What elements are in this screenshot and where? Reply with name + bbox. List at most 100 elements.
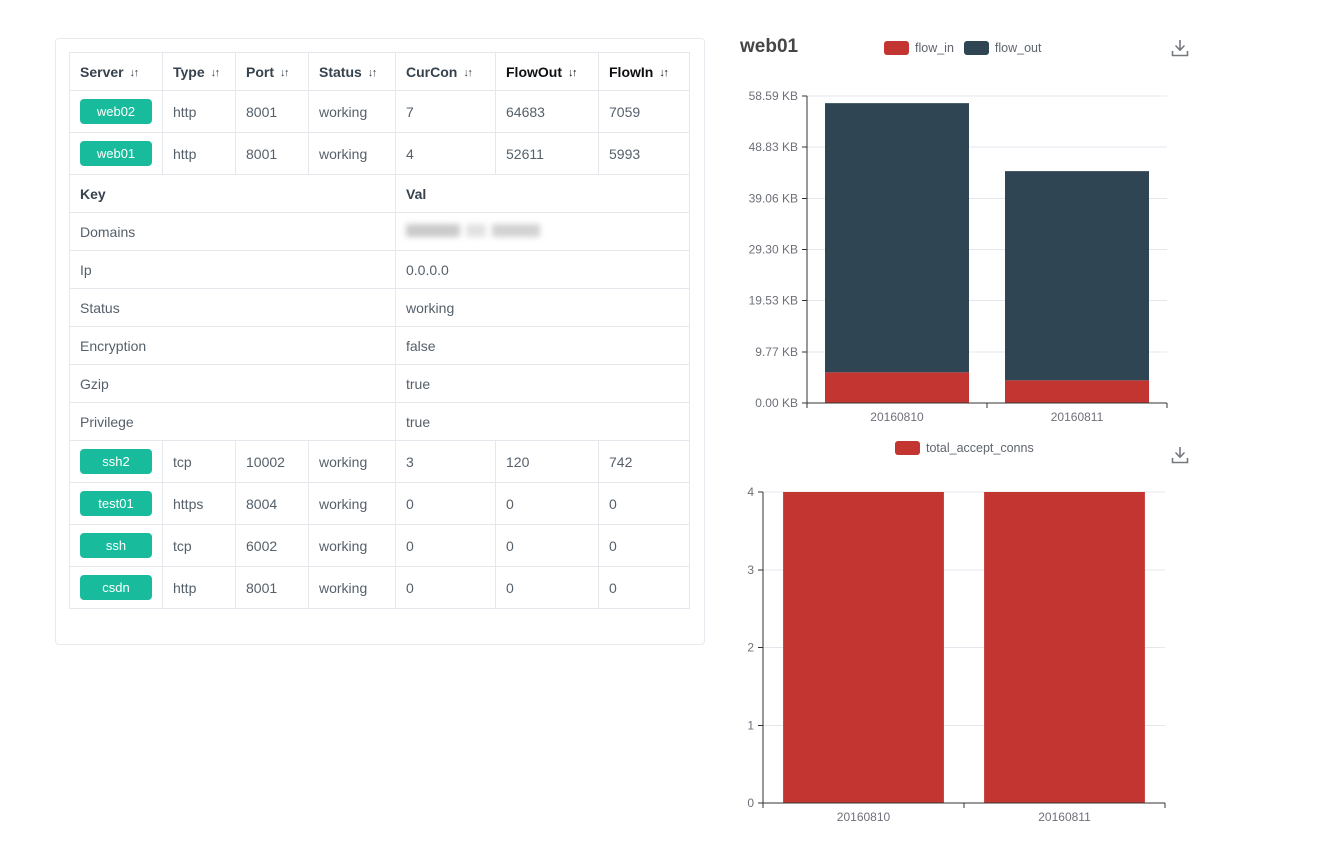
redacted-domain-value — [406, 223, 540, 237]
column-header-curcon[interactable]: CurCon ↓↑ — [395, 52, 496, 91]
kv-val: 0.0.0.0 — [395, 250, 690, 289]
svg-text:20160810: 20160810 — [870, 410, 924, 424]
cell-type: tcp — [162, 524, 236, 567]
chart-title: web01 — [740, 36, 799, 57]
svg-text:19.53 KB: 19.53 KB — [749, 294, 798, 308]
svg-text:48.83 KB: 48.83 KB — [749, 140, 798, 154]
cell-port: 6002 — [235, 524, 309, 567]
svg-text:2: 2 — [747, 641, 754, 655]
kv-val: true — [395, 402, 690, 441]
cell-flowin: 0 — [598, 482, 690, 525]
legend-label: total_accept_conns — [926, 441, 1034, 455]
svg-text:20160811: 20160811 — [1038, 810, 1091, 824]
cell-port: 8001 — [235, 132, 309, 175]
legend-item-flow_out[interactable]: flow_out — [963, 41, 1042, 55]
legend-swatch — [895, 441, 920, 455]
sort-icon: ↓↑ — [367, 66, 378, 79]
flow-chart-panel: web01 flow_in flow_out 0.00 KB 9.77 KB 19.5… — [735, 30, 1190, 430]
cell-flowout: 0 — [495, 482, 599, 525]
column-label: Type — [173, 63, 205, 80]
cell-flowout: 0 — [495, 566, 599, 609]
download-button[interactable] — [1168, 443, 1192, 467]
column-label: CurCon — [406, 63, 458, 80]
server-detail-card: Server ↓↑ Type ↓↑ Port ↓↑ Status ↓↑ CurCon ↓↑… — [55, 38, 705, 645]
cell-flowin: 0 — [598, 524, 690, 567]
chart-legend: flow_in flow_out — [884, 41, 1041, 55]
cell-flowin: 742 — [598, 440, 690, 483]
svg-text:29.30 KB: 29.30 KB — [749, 243, 798, 257]
cell-status: working — [308, 566, 396, 609]
cell-type: http — [162, 90, 236, 133]
kv-row: Domains — [69, 212, 690, 251]
sort-icon: ↓↑ — [659, 66, 669, 79]
server-badge[interactable]: ssh2 — [80, 449, 152, 474]
kv-row: Gzip true — [69, 364, 690, 403]
column-header-flowin[interactable]: FlowIn ↓↑ — [598, 52, 690, 91]
cell-type: tcp — [162, 440, 236, 483]
server-row: web02 http 8001 working 7 64683 7059 — [69, 90, 690, 133]
legend-item-flow_in[interactable]: flow_in — [884, 41, 954, 55]
server-row: web01 http 8001 working 4 52611 5993 — [69, 132, 690, 175]
legend-label: flow_in — [915, 41, 954, 55]
cell-flowin: 7059 — [598, 90, 690, 133]
cell-server: csdn — [69, 566, 163, 609]
server-badge[interactable]: ssh — [80, 533, 152, 558]
legend-swatch — [963, 41, 989, 55]
table-header: Server ↓↑ Type ↓↑ Port ↓↑ Status ↓↑ CurCon ↓↑… — [69, 52, 690, 91]
svg-text:4: 4 — [747, 486, 754, 499]
legend-label: flow_out — [994, 41, 1042, 55]
cell-type: https — [162, 482, 236, 525]
cell-curcon: 0 — [395, 566, 496, 609]
server-badge[interactable]: web01 — [80, 141, 152, 166]
sort-icon: ↓↑ — [280, 66, 290, 79]
download-button[interactable] — [1168, 36, 1192, 60]
sort-icon: ↓↑ — [463, 66, 473, 79]
kv-row: Encryption false — [69, 326, 690, 365]
column-label: Status — [319, 63, 362, 80]
download-icon — [1171, 447, 1189, 464]
svg-text:20160810: 20160810 — [837, 810, 891, 824]
cell-flowout: 64683 — [495, 90, 599, 133]
kv-key: Encryption — [69, 326, 396, 365]
cell-curcon: 0 — [395, 524, 496, 567]
column-header-status[interactable]: Status ↓↑ — [308, 52, 396, 91]
kv-header-val: Val — [395, 174, 690, 213]
svg-text:9.77 KB: 9.77 KB — [755, 345, 798, 359]
column-header-flowout[interactable]: FlowOut ↓↑ — [495, 52, 599, 91]
cell-port: 8001 — [235, 566, 309, 609]
legend-item-total_accept_conns[interactable]: total_accept_conns — [895, 441, 1034, 455]
svg-text:20160811: 20160811 — [1051, 410, 1104, 424]
cell-type: http — [162, 566, 236, 609]
column-label: FlowOut — [506, 63, 562, 80]
column-header-port[interactable]: Port ↓↑ — [235, 52, 309, 91]
kv-row: Ip 0.0.0.0 — [69, 250, 690, 289]
svg-text:58.59 KB: 58.59 KB — [749, 90, 798, 103]
server-badge[interactable]: web02 — [80, 99, 152, 124]
cell-port: 8004 — [235, 482, 309, 525]
chart-legend: total_accept_conns — [895, 441, 1034, 455]
svg-text:0: 0 — [747, 796, 754, 810]
kv-key: Ip — [69, 250, 396, 289]
cell-port: 8001 — [235, 90, 309, 133]
cell-curcon: 7 — [395, 90, 496, 133]
cell-port: 10002 — [235, 440, 309, 483]
cell-curcon: 4 — [395, 132, 496, 175]
cell-type: http — [162, 132, 236, 175]
column-header-type[interactable]: Type ↓↑ — [162, 52, 236, 91]
servers-table: Server ↓↑ Type ↓↑ Port ↓↑ Status ↓↑ CurCon ↓↑… — [69, 52, 690, 609]
sort-icon: ↓↑ — [129, 66, 140, 79]
cell-curcon: 3 — [395, 440, 496, 483]
column-header-server[interactable]: Server ↓↑ — [69, 52, 163, 91]
server-badge[interactable]: test01 — [80, 491, 152, 516]
server-row: ssh2 tcp 10002 working 3 120 742 — [69, 440, 690, 483]
download-icon — [1171, 40, 1189, 57]
column-label: Server — [80, 63, 124, 80]
cell-server: web01 — [69, 132, 163, 175]
server-row: csdn http 8001 working 0 0 0 — [69, 566, 690, 609]
cell-flowin: 0 — [598, 566, 690, 609]
kv-key: Status — [69, 288, 396, 327]
kv-row: Status working — [69, 288, 690, 327]
server-badge[interactable]: csdn — [80, 575, 152, 600]
column-label: FlowIn — [609, 63, 654, 80]
kv-val: working — [395, 288, 690, 327]
